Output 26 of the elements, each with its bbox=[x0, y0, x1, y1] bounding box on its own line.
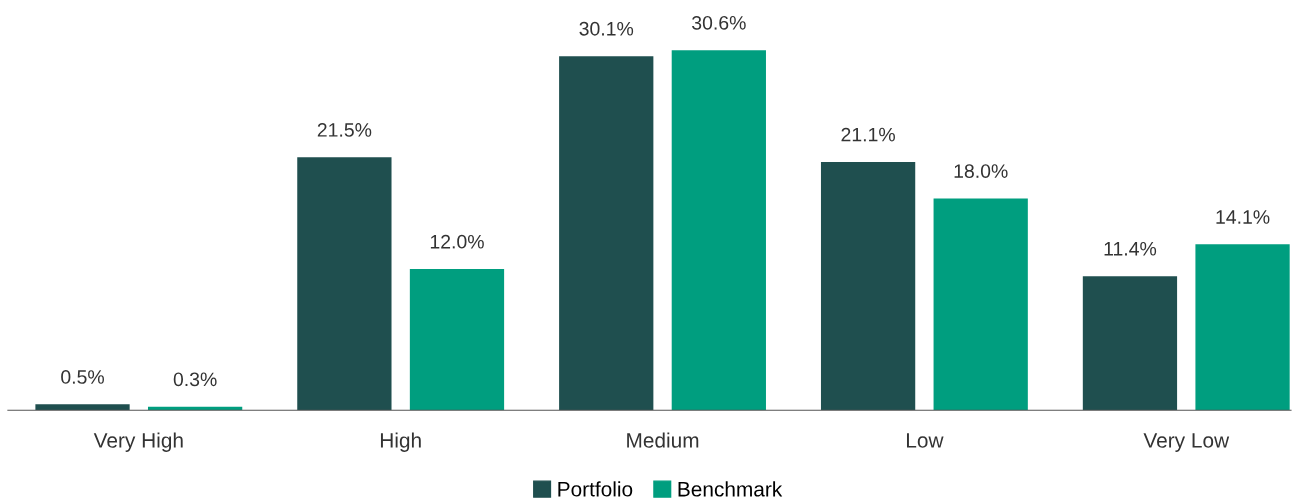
data-label: 14.1% bbox=[1216, 210, 1270, 224]
bar bbox=[35, 404, 130, 411]
bar bbox=[933, 198, 1028, 411]
data-label: 18.0% bbox=[954, 164, 1008, 178]
data-label: 11.4% bbox=[1104, 241, 1157, 256]
data-label: 30.1% bbox=[579, 21, 634, 36]
data-label: 21.1% bbox=[841, 127, 895, 142]
bar bbox=[671, 50, 766, 411]
data-label: 21.5% bbox=[317, 123, 372, 137]
legend-label: Benchmark bbox=[678, 481, 783, 497]
x-tick-label: Low bbox=[907, 433, 944, 448]
x-tick-label: High bbox=[380, 432, 421, 452]
bar bbox=[559, 56, 654, 411]
bar bbox=[820, 162, 916, 411]
legend-label: Portfolio bbox=[558, 481, 633, 497]
bar bbox=[1195, 244, 1290, 411]
bar bbox=[297, 157, 392, 411]
x-tick-label: Medium bbox=[627, 432, 699, 448]
data-label: 0.5% bbox=[61, 370, 104, 384]
x-tick-label: Very High bbox=[93, 432, 183, 452]
x-tick-label: Very Low bbox=[1143, 433, 1230, 452]
data-label: 0.3% bbox=[173, 372, 217, 387]
bar bbox=[1082, 276, 1178, 411]
bar bbox=[409, 269, 505, 411]
data-label: 30.6% bbox=[692, 15, 746, 30]
data-label: 12.0% bbox=[430, 234, 484, 249]
